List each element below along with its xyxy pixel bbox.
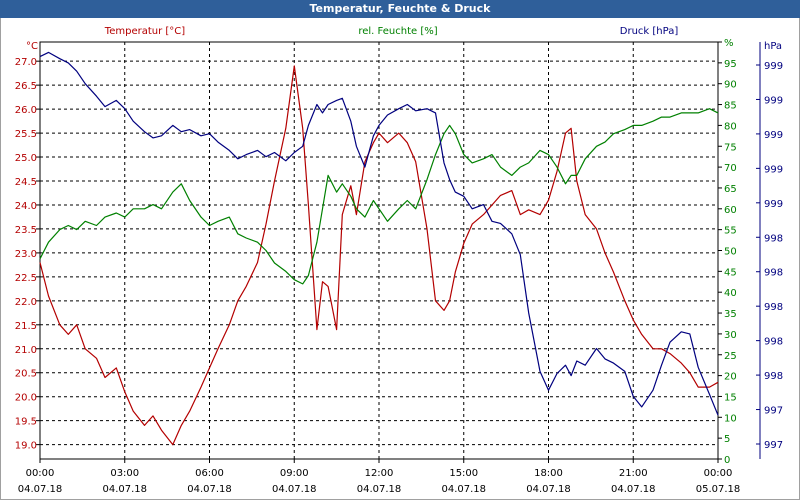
pressure-tick-label: 998	[764, 337, 783, 348]
temperature-tick-label: 24.0	[15, 201, 37, 212]
humidity-tick-label: 40	[724, 288, 737, 299]
humidity-tick-label: 70	[724, 163, 737, 174]
x-tick-time: 03:00	[110, 468, 139, 479]
humidity-axis-title: rel. Feuchte [%]	[358, 26, 437, 37]
plot-area	[39, 41, 719, 460]
pressure-tick-label: 999	[764, 130, 783, 141]
pressure-tick-label: 997	[764, 406, 783, 417]
humidity-tick-label: 45	[724, 267, 737, 278]
x-tick-time: 06:00	[195, 468, 224, 479]
temperature-tick-label: 25.5	[15, 129, 37, 140]
temperature-tick-label: 27.0	[15, 57, 37, 68]
pressure-tick-label: 999	[764, 164, 783, 175]
window-title: Temperatur, Feuchte & Druck	[309, 2, 491, 15]
temperature-series-line	[39, 65, 719, 446]
temperature-tick-label: 25.0	[15, 153, 37, 164]
humidity-tick-label: %	[724, 38, 734, 49]
temperature-tick-label: 26.0	[15, 105, 37, 116]
humidity-tick-label: 65	[724, 184, 737, 195]
humidity-tick-label: 80	[724, 121, 737, 132]
x-tick-time: 09:00	[280, 468, 309, 479]
series-lines	[39, 51, 719, 446]
x-tick-time: 12:00	[365, 468, 394, 479]
humidity-tick-label: 25	[724, 351, 737, 362]
chart-frame-left	[0, 18, 1, 500]
temperature-axis-title: Temperatur [°C]	[104, 26, 185, 37]
x-tick-date: 04.07.18	[441, 484, 486, 495]
humidity-tick-label: 30	[724, 330, 737, 341]
temperature-axis: 19.0 19.5 20.0 20.5 21.0 21.5 22.0 22.5 23.0 23.5…	[15, 57, 40, 452]
temperature-tick-label: 23.0	[15, 249, 37, 260]
temperature-tick-label: 20.5	[15, 369, 37, 380]
humidity-tick-label: 10	[724, 413, 737, 424]
humidity-tick-label: 60	[724, 205, 737, 216]
humidity-tick-label: 95	[724, 59, 737, 70]
humidity-tick-label: 5	[724, 434, 730, 445]
temperature-tick-label: 21.5	[15, 321, 37, 332]
x-tick-time: 21:00	[619, 468, 648, 479]
humidity-tick-label: 55	[724, 226, 737, 237]
temperature-tick-label: 19.0	[15, 441, 37, 452]
x-tick-date: 04.07.18	[187, 484, 232, 495]
pressure-tick-label: 998	[764, 371, 783, 382]
pressure-axis: 997 997 998 998 998 998 998 999 999 999 999 999	[756, 61, 783, 451]
temperature-tick-label: 20.0	[15, 393, 37, 404]
humidity-tick-label: 85	[724, 101, 737, 112]
temperature-unit-label: °C	[26, 41, 38, 52]
temperature-tick-label: 21.0	[15, 345, 37, 356]
pressure-unit-label: hPa	[764, 41, 782, 52]
pressure-series-line	[39, 51, 719, 416]
temperature-tick-label: 23.5	[15, 225, 37, 236]
temperature-tick-label: 22.5	[15, 273, 37, 284]
humidity-tick-label: 90	[724, 80, 737, 91]
pressure-tick-label: 997	[764, 440, 783, 451]
x-tick-date: 04.07.18	[102, 484, 147, 495]
humidity-axis: 0 5 10 15 20 25 30 35 40 45 50 55 60 65 70 75 80 85 90 95%	[718, 38, 737, 466]
humidity-tick-label: 15	[724, 392, 737, 403]
humidity-series-line	[39, 108, 719, 285]
x-axis: 00:00 04.07.18 03:00 04.07.18 06:00 04.07.18 0…	[18, 459, 741, 495]
temperature-tick-label: 22.0	[15, 297, 37, 308]
chart: Temperatur [°C] rel. Feuchte [%] Druck […	[0, 18, 800, 500]
temperature-tick-label: 26.5	[15, 81, 37, 92]
pressure-tick-label: 999	[764, 61, 783, 72]
humidity-tick-label: 50	[724, 247, 737, 258]
humidity-tick-label: 75	[724, 142, 737, 153]
pressure-tick-label: 998	[764, 268, 783, 279]
x-tick-date: 05.07.18	[696, 484, 741, 495]
x-tick-date: 04.07.18	[357, 484, 402, 495]
chart-title-bar: Temperatur, Feuchte & Druck	[0, 0, 800, 18]
pressure-tick-label: 998	[764, 302, 783, 313]
humidity-tick-label: 20	[724, 372, 737, 383]
x-tick-date: 04.07.18	[526, 484, 571, 495]
x-tick-date: 04.07.18	[272, 484, 317, 495]
pressure-tick-label: 998	[764, 233, 783, 244]
pressure-tick-label: 999	[764, 95, 783, 106]
pressure-axis-title: Druck [hPa]	[620, 26, 679, 37]
x-tick-date: 04.07.18	[611, 484, 656, 495]
x-tick-date: 04.07.18	[18, 484, 63, 495]
humidity-tick-label: 0	[724, 455, 730, 466]
temperature-tick-label: 19.5	[15, 417, 37, 428]
temperature-tick-label: 24.5	[15, 177, 37, 188]
x-tick-time: 15:00	[449, 468, 478, 479]
humidity-tick-label: 35	[724, 309, 737, 320]
x-tick-time: 00:00	[26, 468, 55, 479]
pressure-tick-label: 999	[764, 199, 783, 210]
x-tick-time: 18:00	[534, 468, 563, 479]
x-tick-time: 00:00	[704, 468, 733, 479]
